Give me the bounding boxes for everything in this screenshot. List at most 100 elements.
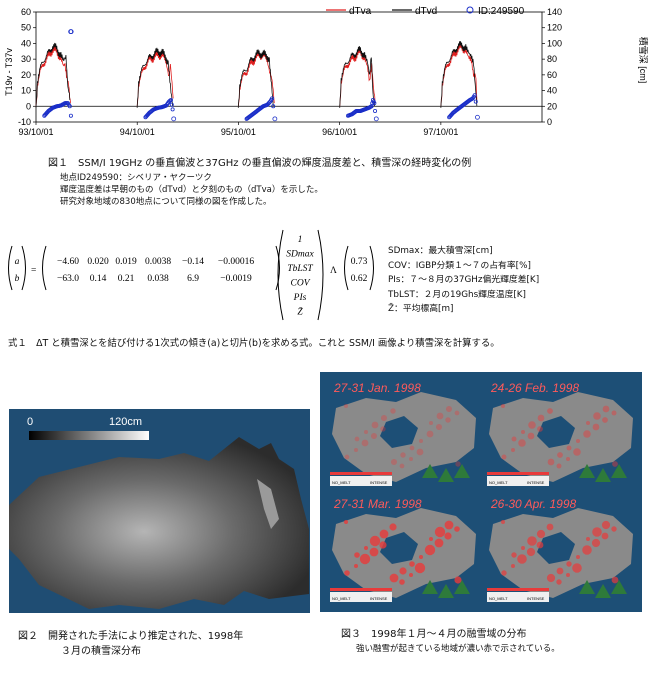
left-axis-label: T19v - T37v [4,48,14,96]
melt-area [592,527,602,537]
lhs-left-paren [8,245,13,291]
melt-area [364,546,368,550]
equation-caption: 式１ ΔT と積雪深とを結び付ける1次式の傾き(a)と切片(b)を求める式。これ… [8,338,500,349]
legend: dTva dTvd ID:249590 [326,6,525,17]
melt-area [429,537,433,541]
melt-area [611,410,617,416]
series-line-dtva [35,45,72,107]
left-tick-label: 30 [21,54,31,64]
melt-area [434,526,446,538]
vector-left-paren [277,229,284,321]
melt-area [602,405,610,413]
melt-legend-nomelt: NO_MELT [332,596,351,601]
colorbar-max: 120cm [109,416,142,428]
const-left-paren [344,245,349,291]
melt-legend-nomelt: NO_MELT [489,596,508,601]
melt-area [444,532,452,540]
melt-area [566,561,572,567]
figure2-caption-1: 図２ 開発された手法により推定された、1998年 [18,631,244,642]
melt-legend-nomelt: NO_MELT [332,480,351,485]
melt-area [527,432,535,440]
melt-area [424,544,436,556]
melt-legend-intense: INTENSE [370,596,388,601]
right-tick-label: 80 [547,54,557,64]
melt-panel: NO_MELT INTENSE 27-31 Jan. 1998 [326,378,478,490]
snow-depth-point [267,100,272,105]
melt-area [390,408,396,414]
equation-definitions: SDmax：最大積雪深[cm] COV：IGBP分類１〜７の占有率[%] PIs… [388,244,539,317]
melt-area [409,573,413,577]
arctic-ocean [380,532,418,564]
left-tick-label: 10 [21,86,31,96]
melt-map: NO_MELT INTENSE 24-26 Feb. 1998 [487,381,633,486]
melt-area [344,570,350,576]
grid-marker [579,580,627,598]
figure1-note-3: 研究対象地域の830地点について同様の図を作成した。 [60,197,272,207]
melt-area [409,457,413,461]
melt-area [572,563,582,573]
melt-area [547,458,555,466]
figure1-caption: 図１ SSM/I 19GHz の垂直偏波と37GHz の垂直偏波の輝度温度差と、… [48,158,472,169]
snow-depth-point [475,114,480,120]
melt-area [409,445,415,451]
melt-legend-bar [487,476,549,486]
definition-1: SDmax：最大積雪深[cm] [388,246,493,256]
melt-area [434,538,444,548]
melt-area [380,414,388,422]
melt-area [380,426,386,432]
figure1-note-1: 地点ID249590：シベリア・ヤクーツク [60,173,212,183]
melt-legend-bar [487,592,549,602]
melt-area [518,439,526,447]
melt-area [354,436,360,442]
legend-dtva-label: dTva [349,6,372,17]
melt-area [445,417,451,423]
figure1-note-2: 輝度温度差は早朝のもの（dTvd）と夕刻のもの（dTva）を示した。 [60,185,323,195]
legend-id-swatch [466,6,474,14]
vector-entry: SDmax [286,250,314,260]
melt-area [586,537,590,541]
melt-area [400,452,406,458]
left-tick-label: 0 [26,101,31,111]
melt-area [602,417,608,423]
snow-depth-point [270,96,275,101]
melt-area [379,541,387,549]
melt-area [528,421,536,429]
const-right-paren [369,245,374,291]
melt-area [371,421,379,429]
melt-area [517,554,527,564]
grid-marker [579,464,627,482]
melt-area [566,445,572,451]
arctic-ocean [537,532,575,564]
x-tick-label: 94/10/01 [120,127,155,137]
right-axis-label: 積雪深 [cm] [638,37,649,84]
melt-area [361,439,369,447]
melt-area [536,529,546,539]
lhs-a: a [15,257,20,267]
vector-entry: PIs [293,293,307,303]
matrix-cell: −0.00016 [218,257,254,267]
melt-area [566,573,570,577]
x-axis-ticks: 93/10/01 94/10/01 95/10/01 96/10/01 97/10/01 [18,122,458,137]
melt-area [546,523,554,531]
definition-2: COV：IGBP分類１〜７の占有率[%] [388,260,531,271]
left-tick-label: 20 [21,70,31,80]
melt-panel: NO_MELT INTENSE 24-26 Feb. 1998 [483,378,635,490]
operator: Λ [330,266,337,276]
melt-area [389,573,399,583]
melt-area [501,454,507,460]
melt-area [354,448,358,452]
melt-area [354,552,360,558]
melt-area [379,529,389,539]
right-tick-label: 20 [547,101,557,111]
melt-legend-swatch [487,588,549,591]
melt-area [419,439,423,443]
snow-depth-point [68,29,74,35]
arctic-ocean [537,416,575,448]
definition-3: PIs：７〜８月の37GHz偏光輝度差[K] [388,275,540,285]
snow-depth-point [373,116,379,122]
melt-panel-title: 27-31 Jan. 1998 [333,381,421,395]
melt-area [591,538,601,548]
melt-area [399,567,407,575]
snow-depth-point [169,102,174,107]
melt-area [511,448,515,452]
